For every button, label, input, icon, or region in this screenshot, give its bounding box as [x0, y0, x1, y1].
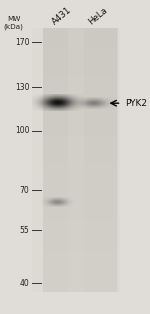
- Text: A431: A431: [50, 5, 73, 27]
- FancyBboxPatch shape: [43, 28, 117, 292]
- Text: 130: 130: [15, 83, 29, 92]
- Bar: [32, 28, 84, 292]
- Text: 170: 170: [15, 38, 29, 47]
- Text: 70: 70: [20, 186, 29, 195]
- Bar: [68, 28, 120, 292]
- Text: MW
(kDa): MW (kDa): [4, 16, 23, 30]
- Text: 40: 40: [20, 279, 29, 288]
- Text: PYK2: PYK2: [125, 99, 147, 108]
- Text: HeLa: HeLa: [86, 6, 109, 27]
- Text: 55: 55: [20, 226, 29, 235]
- Text: 100: 100: [15, 126, 29, 135]
